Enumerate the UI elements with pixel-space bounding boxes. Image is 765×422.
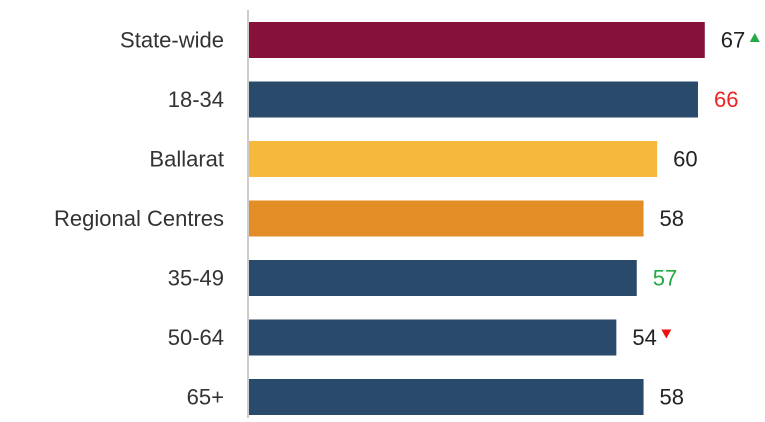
bar-65-	[249, 379, 644, 415]
category-label: Regional Centres	[54, 206, 224, 231]
category-label: 35-49	[168, 266, 224, 291]
category-label: 18-34	[168, 87, 224, 112]
category-label: State-wide	[120, 28, 224, 53]
value-label: 58	[660, 385, 684, 410]
trend-up-icon	[749, 33, 760, 42]
value-label: 67	[721, 28, 745, 53]
bars-layer	[249, 22, 705, 415]
trend-down-icon	[661, 329, 672, 339]
category-label: Ballarat	[149, 147, 224, 172]
category-label: 50-64	[168, 325, 224, 350]
bar-state-wide	[249, 22, 705, 58]
value-label: 58	[660, 206, 684, 231]
value-label: 66	[714, 87, 738, 112]
value-label: 57	[653, 266, 677, 291]
bar-ballarat	[249, 141, 658, 177]
bar-35-49	[249, 260, 637, 296]
value-label: 54	[632, 325, 656, 350]
category-label: 65+	[187, 385, 224, 410]
bar-18-34	[249, 81, 698, 118]
bar-50-64	[249, 319, 617, 356]
bar-regional-centres	[249, 200, 644, 237]
value-label: 60	[673, 147, 697, 172]
labels-layer: State-wide 67 18-34 66 Ballarat 60 Regional Ce…	[54, 28, 760, 410]
